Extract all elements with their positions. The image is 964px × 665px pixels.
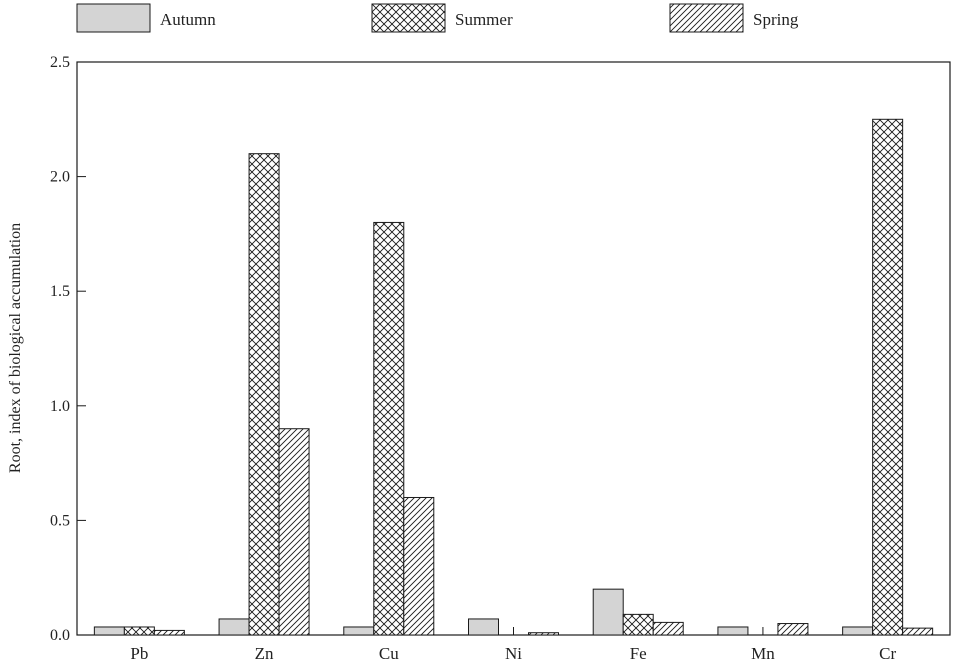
bar-spring — [278, 428, 310, 636]
x-tick-label: Zn — [255, 644, 274, 663]
bar-autumn — [842, 626, 874, 636]
bar-autumn — [717, 626, 749, 636]
x-tick-label: Mn — [751, 644, 775, 663]
y-tick-label: 0.0 — [50, 627, 70, 644]
legend-label-spring: Spring — [753, 10, 799, 29]
x-tick-label: Pb — [130, 644, 148, 663]
plot-frame — [76, 61, 951, 636]
legend-swatch-autumn — [76, 3, 151, 33]
bar-spring — [403, 496, 435, 636]
legend-swatch-spring — [669, 3, 744, 33]
bar-summer — [622, 613, 654, 636]
bar-spring — [528, 632, 559, 636]
bar-spring — [777, 623, 809, 636]
bars — [93, 118, 934, 636]
bar-autumn — [93, 626, 125, 636]
legend-label-summer: Summer — [455, 10, 513, 29]
legend-item-autumn: Autumn — [76, 3, 216, 33]
bar-summer — [373, 221, 405, 636]
bar-spring — [652, 621, 684, 636]
bar-spring — [153, 629, 185, 636]
legend-swatch-summer — [371, 3, 446, 33]
x-tick-label: Cu — [379, 644, 399, 663]
y-tick-label: 0.5 — [50, 512, 70, 529]
bar-autumn — [343, 626, 375, 636]
bar-autumn — [218, 618, 250, 636]
x-tick-label: Ni — [505, 644, 522, 663]
x-tick-label: Fe — [630, 644, 647, 663]
y-axis-label: Root, index of biological accumulation — [7, 223, 24, 473]
bar-summer — [123, 626, 155, 636]
y-tick-label: 2.5 — [50, 54, 70, 71]
y-axis: 0.0 0.5 1.0 1.5 2.0 2.5 — [50, 54, 86, 644]
x-tick-label: Cr — [879, 644, 896, 663]
bar-summer — [872, 118, 904, 636]
y-tick-label: 1.0 — [50, 398, 70, 415]
legend-item-summer: Summer — [371, 3, 513, 33]
y-tick-label: 1.5 — [50, 283, 70, 300]
bar-autumn — [468, 618, 499, 636]
bar-summer — [248, 153, 280, 636]
y-tick-label: 2.0 — [50, 169, 70, 186]
legend: Autumn Summer Spring — [76, 3, 799, 33]
legend-label-autumn: Autumn — [160, 10, 216, 29]
bar-autumn — [592, 588, 624, 636]
legend-item-spring: Spring — [669, 3, 799, 33]
bar-spring — [902, 627, 934, 636]
